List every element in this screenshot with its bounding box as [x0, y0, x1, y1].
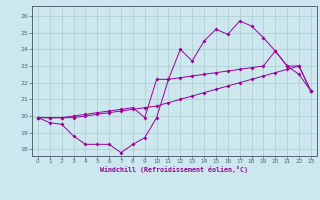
X-axis label: Windchill (Refroidissement éolien,°C): Windchill (Refroidissement éolien,°C)	[100, 166, 248, 173]
